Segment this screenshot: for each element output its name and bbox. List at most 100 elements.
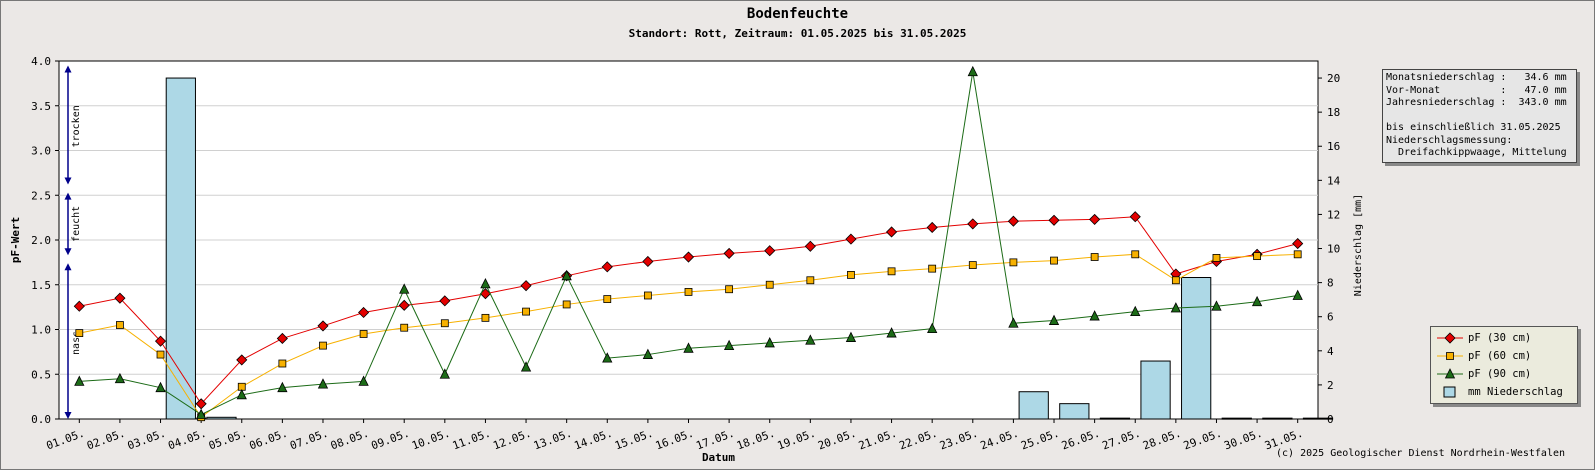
- pf60-point: [1090, 253, 1099, 261]
- x-tick-label: 08.05.: [329, 427, 371, 453]
- x-tick-label: 29.05.: [1182, 427, 1224, 453]
- y2-tick-label: 16: [1327, 140, 1340, 153]
- pf90-point: [1251, 295, 1263, 307]
- y-tick-label: 4.0: [31, 55, 51, 68]
- pf60-point: [156, 350, 165, 359]
- x-tick-label: 06.05.: [248, 427, 290, 453]
- x-tick-label: 02.05.: [85, 427, 127, 453]
- pf90-point: [155, 381, 166, 393]
- pf30-point: [439, 295, 451, 307]
- x-tick-label: 23.05.: [938, 427, 980, 453]
- pf30-point: [967, 218, 979, 230]
- zone-arrow-up: [64, 192, 72, 200]
- x-tick-label: 24.05.: [979, 427, 1021, 453]
- pf60-point: [359, 330, 368, 338]
- pf60-point: [562, 300, 571, 309]
- precipitation-bar: [1099, 417, 1131, 420]
- pf60-point: [1293, 250, 1302, 259]
- pf60-point: [603, 295, 612, 303]
- zone-label-trocken: trocken: [71, 105, 82, 147]
- pf30-point: [236, 354, 248, 366]
- pf90-point: [1211, 300, 1222, 311]
- pf60-point: [806, 276, 815, 285]
- x-tick-label: 30.05.: [1222, 427, 1264, 453]
- pf30-point: [723, 247, 735, 259]
- pf60-point: [278, 359, 287, 368]
- legend-entry: mm Niederschlag: [1435, 383, 1573, 401]
- x-tick-label: 21.05.: [857, 427, 899, 453]
- precipitation-bar: [1140, 360, 1171, 420]
- chart-title: Bodenfeuchte: [746, 6, 849, 22]
- pf60-point: [725, 285, 734, 294]
- x-tick-label: 09.05.: [369, 427, 411, 453]
- pf90-point: [642, 348, 654, 359]
- pf30-point: [520, 280, 532, 292]
- x-tick-label: 27.05.: [1100, 427, 1142, 453]
- legend-label: pF (90 cm): [1468, 368, 1532, 380]
- pf30-point: [154, 335, 167, 347]
- pf30-point: [642, 255, 654, 268]
- y2-tick-label: 14: [1327, 174, 1341, 187]
- pf90-point: [764, 337, 775, 348]
- pf60-point: [116, 321, 124, 329]
- pf90-point: [805, 334, 816, 345]
- x-tick-label: 15.05.: [613, 427, 655, 453]
- y-tick-label: 3.0: [31, 145, 51, 158]
- pf30-point: [601, 261, 613, 273]
- pf90-point: [1089, 310, 1100, 321]
- y2-tick-label: 18: [1327, 106, 1340, 119]
- pf90-point: [399, 283, 410, 294]
- pf90-point: [317, 378, 329, 389]
- x-tick-label: 07.05.: [288, 427, 330, 453]
- y2-tick-label: 10: [1327, 243, 1340, 256]
- pf60-point: [1009, 258, 1018, 267]
- legend-symbol: [1443, 386, 1456, 398]
- pf60-point: [928, 264, 937, 273]
- x-tick-label: 12.05.: [491, 427, 533, 453]
- pf30-point: [926, 221, 938, 234]
- copyright-notice: (c) 2025 Geologischer Dienst Nordrhein-W…: [1276, 448, 1565, 459]
- pf60-point: [847, 271, 855, 279]
- pf60-point: [1171, 276, 1180, 285]
- pf30-point: [1089, 213, 1101, 225]
- y-tick-label: 1.0: [31, 324, 51, 337]
- pf90-point: [1130, 305, 1141, 316]
- pf30-point: [276, 332, 288, 345]
- pf60-point: [643, 291, 652, 300]
- pf60-point: [765, 280, 774, 289]
- pf60-point: [1212, 253, 1221, 262]
- x-tick-label: 19.05.: [776, 427, 818, 453]
- pf30-point: [682, 251, 695, 263]
- pf30-point: [1129, 211, 1141, 223]
- pf60-point: [481, 313, 490, 322]
- y-tick-label: 3.5: [31, 100, 51, 113]
- legend-symbol: [1437, 352, 1463, 360]
- legend-label: pF (60 cm): [1468, 350, 1532, 362]
- pf90-point: [1008, 317, 1019, 328]
- x-tick-label: 20.05.: [816, 427, 858, 453]
- pf90-point: [358, 375, 369, 386]
- x-tick-label: 10.05.: [410, 427, 452, 453]
- x-tick-label: 22.05.: [897, 427, 939, 453]
- pf90-point: [520, 361, 532, 372]
- pf30-point: [1292, 238, 1304, 250]
- y2-axis-label: Niederschlag [mm]: [1353, 194, 1364, 296]
- y2-tick-label: 6: [1327, 311, 1334, 324]
- y2-tick-label: 2: [1327, 379, 1334, 392]
- pf30-point: [764, 245, 776, 257]
- pf90-point: [683, 342, 694, 353]
- y2-tick-label: 4: [1327, 345, 1334, 358]
- legend-label: mm Niederschlag: [1468, 386, 1563, 398]
- zone-arrow-down: [64, 248, 72, 256]
- pf90-point: [480, 277, 491, 289]
- y-tick-label: 0.5: [31, 368, 51, 381]
- x-tick-label: 28.05.: [1141, 427, 1183, 453]
- pf90-point: [927, 322, 938, 334]
- pf30-point: [845, 233, 857, 245]
- pf60-point: [887, 267, 896, 276]
- legend-marker: [1444, 368, 1456, 379]
- pf90-point: [602, 352, 613, 363]
- x-tick-label: 11.05.: [451, 427, 493, 453]
- legend-marker: [1446, 352, 1454, 360]
